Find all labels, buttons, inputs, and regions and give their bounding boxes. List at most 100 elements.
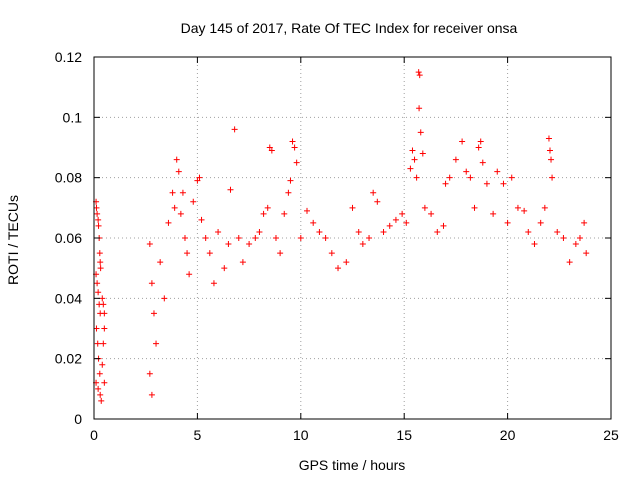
data-point bbox=[101, 325, 108, 332]
data-point bbox=[221, 265, 228, 272]
y-tick-label: 0.06 bbox=[55, 230, 82, 246]
x-tick-label: 0 bbox=[90, 427, 98, 443]
data-point bbox=[477, 138, 484, 145]
data-point bbox=[428, 210, 435, 217]
data-point bbox=[225, 241, 232, 248]
data-point bbox=[181, 235, 188, 241]
data-point bbox=[416, 72, 423, 79]
data-point bbox=[268, 147, 275, 154]
x-tick-label: 20 bbox=[500, 427, 516, 443]
data-point bbox=[440, 222, 447, 229]
data-point bbox=[304, 207, 311, 214]
data-point bbox=[335, 265, 342, 272]
x-tick-label: 15 bbox=[396, 427, 412, 443]
data-point bbox=[514, 204, 521, 211]
data-point bbox=[380, 228, 387, 235]
data-point bbox=[231, 126, 238, 133]
data-point bbox=[359, 241, 366, 248]
data-point bbox=[399, 210, 406, 217]
data-point bbox=[545, 135, 552, 142]
data-point bbox=[98, 397, 105, 404]
data-point bbox=[349, 204, 356, 211]
data-point bbox=[246, 241, 253, 248]
y-tick-label: 0.04 bbox=[55, 290, 82, 306]
data-point bbox=[272, 235, 279, 241]
data-point bbox=[173, 156, 180, 163]
x-axis-label: GPS time / hours bbox=[299, 457, 406, 473]
data-point bbox=[165, 219, 172, 226]
data-point bbox=[101, 379, 108, 386]
data-point bbox=[328, 250, 335, 257]
data-point bbox=[370, 189, 377, 196]
data-point bbox=[494, 168, 501, 175]
data-point bbox=[525, 228, 532, 235]
data-point bbox=[157, 259, 164, 266]
data-point bbox=[403, 219, 410, 226]
data-point bbox=[483, 180, 490, 187]
data-point bbox=[177, 210, 184, 217]
data-point bbox=[97, 265, 104, 272]
data-point bbox=[146, 241, 153, 248]
x-tick-label: 10 bbox=[293, 427, 309, 443]
data-point bbox=[202, 235, 209, 241]
data-point bbox=[583, 250, 590, 257]
data-point bbox=[572, 241, 579, 248]
data-point bbox=[94, 340, 101, 347]
data-point bbox=[161, 295, 168, 302]
data-point bbox=[549, 174, 556, 181]
data-point bbox=[560, 235, 567, 241]
data-point bbox=[277, 250, 284, 257]
x-axis-ticks: 0 5 10 15 20 25 bbox=[90, 57, 619, 443]
data-point bbox=[148, 391, 155, 398]
data-point bbox=[293, 159, 300, 166]
data-point bbox=[459, 138, 466, 145]
data-point bbox=[100, 301, 107, 308]
y-tick-label: 0.1 bbox=[63, 109, 83, 125]
data-point bbox=[434, 228, 441, 235]
data-point bbox=[175, 168, 182, 175]
data-point bbox=[291, 144, 298, 151]
data-point bbox=[95, 385, 102, 392]
data-point bbox=[150, 310, 157, 317]
data-point bbox=[101, 310, 108, 317]
data-point bbox=[576, 235, 583, 241]
data-point bbox=[467, 174, 474, 181]
x-tick-label: 5 bbox=[194, 427, 202, 443]
data-points bbox=[93, 69, 590, 404]
data-point bbox=[190, 198, 197, 205]
data-point bbox=[198, 216, 205, 223]
data-point bbox=[392, 216, 399, 223]
y-tick-label: 0 bbox=[74, 411, 82, 427]
data-point bbox=[355, 228, 362, 235]
data-point bbox=[409, 147, 416, 154]
data-point bbox=[260, 210, 267, 217]
data-point bbox=[581, 219, 588, 226]
y-axis-label: ROTI / TECUs bbox=[5, 195, 21, 285]
data-point bbox=[316, 228, 323, 235]
data-point bbox=[475, 144, 482, 151]
y-tick-label: 0.02 bbox=[55, 351, 82, 367]
data-point bbox=[99, 295, 106, 302]
data-point bbox=[184, 250, 191, 257]
data-point bbox=[479, 159, 486, 166]
data-point bbox=[99, 361, 106, 368]
y-axis-ticks: 0 0.02 0.04 0.06 0.08 0.1 0.12 bbox=[55, 49, 611, 427]
data-point bbox=[97, 259, 104, 266]
data-point bbox=[322, 235, 329, 241]
data-point bbox=[95, 222, 102, 229]
data-point bbox=[548, 156, 555, 163]
data-point bbox=[206, 250, 213, 257]
data-point bbox=[521, 207, 528, 214]
data-point bbox=[95, 289, 102, 296]
data-point bbox=[508, 174, 515, 181]
y-tick-label: 0.08 bbox=[55, 170, 82, 186]
data-point bbox=[215, 228, 222, 235]
plot-frame bbox=[93, 56, 612, 420]
data-point bbox=[94, 210, 101, 217]
data-point bbox=[531, 241, 538, 248]
data-point bbox=[97, 391, 104, 398]
data-point bbox=[186, 271, 193, 278]
data-point bbox=[500, 180, 507, 187]
data-point bbox=[386, 222, 393, 229]
